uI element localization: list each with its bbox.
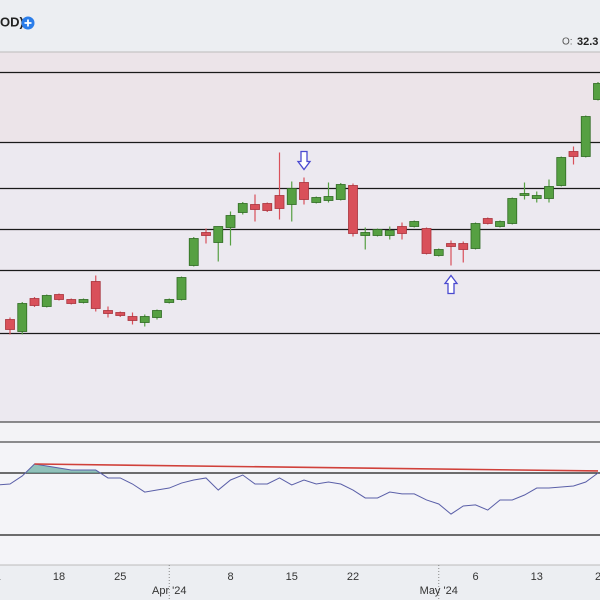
x-tick-label: 18 [53,571,65,583]
price-zone [0,52,600,143]
candle-body [495,221,505,227]
candle-body [237,203,248,213]
x-tick-label: 2 [595,571,600,583]
x-tick-label: 25 [114,571,126,583]
candle-body [433,249,444,256]
rsi-trendline [34,463,599,472]
candle-body [127,316,138,321]
x-axis-bar [0,565,600,600]
candle-body [29,298,40,306]
candle-body [409,221,420,227]
candle-body [164,299,175,303]
x-tick-label: 22 [347,571,359,583]
candle-body [17,303,28,332]
rsi-line [0,463,599,515]
x-tick-label: 6 [472,571,478,583]
candle-body [225,215,236,228]
candle-body [458,243,469,250]
candle-body [568,151,579,157]
x-tick-label: 15 [286,571,298,583]
candle-body [482,218,493,224]
candle-body [139,316,150,323]
arrow-marker [296,150,312,171]
rsi-panel [0,442,600,565]
candle-body [66,299,77,304]
candle-body [311,197,322,203]
candle-body [470,223,481,249]
candle-body [274,195,285,209]
candle-body [384,230,395,236]
panel-gap [0,422,600,442]
x-tick-label: Apr '24 [152,585,187,597]
candle-body [446,243,456,247]
add-button[interactable] [21,16,35,30]
candle-body [531,195,542,199]
candle-body [556,157,567,186]
candle-body [372,229,383,236]
candle-body [115,312,126,316]
candle-body [421,228,432,254]
candle-body [335,184,346,200]
candle-body [41,295,52,307]
x-tick-label: 13 [531,571,543,583]
candle-body [299,182,309,200]
plot: 1 18 25 Apr '24 8 15 22 May '24 6 13 2 [0,71,600,600]
header-bar [0,0,600,52]
candle-body [90,281,101,309]
candle-body [213,226,224,243]
rsi-overbought-fill [0,464,598,473]
arrow-marker [443,274,459,295]
open-label: O: [562,37,573,48]
candle-body [507,198,518,224]
candle-body [176,277,187,300]
candle-body [201,232,211,236]
candle-body [103,310,113,314]
candle-body [519,193,530,196]
candle-body [262,203,273,211]
x-tick-label: 8 [227,571,233,583]
candle-body [348,185,358,234]
header-title: OD) [0,14,24,29]
candle-body [323,196,334,201]
candle-body [188,238,199,266]
candle-body [152,310,162,318]
candle-body [5,319,15,330]
candle-body [544,186,554,199]
candle-body [54,294,64,300]
x-tick-label: May '24 [420,585,458,597]
candle-body [78,299,89,303]
candle-body [397,226,407,234]
candle-body [250,204,260,210]
x-tick-label: 1 [0,571,1,583]
candle-body [580,116,591,157]
open-value: 32.3 [577,36,598,48]
candle-body [286,188,297,205]
candle-body [593,83,600,100]
candle-body [360,232,371,236]
